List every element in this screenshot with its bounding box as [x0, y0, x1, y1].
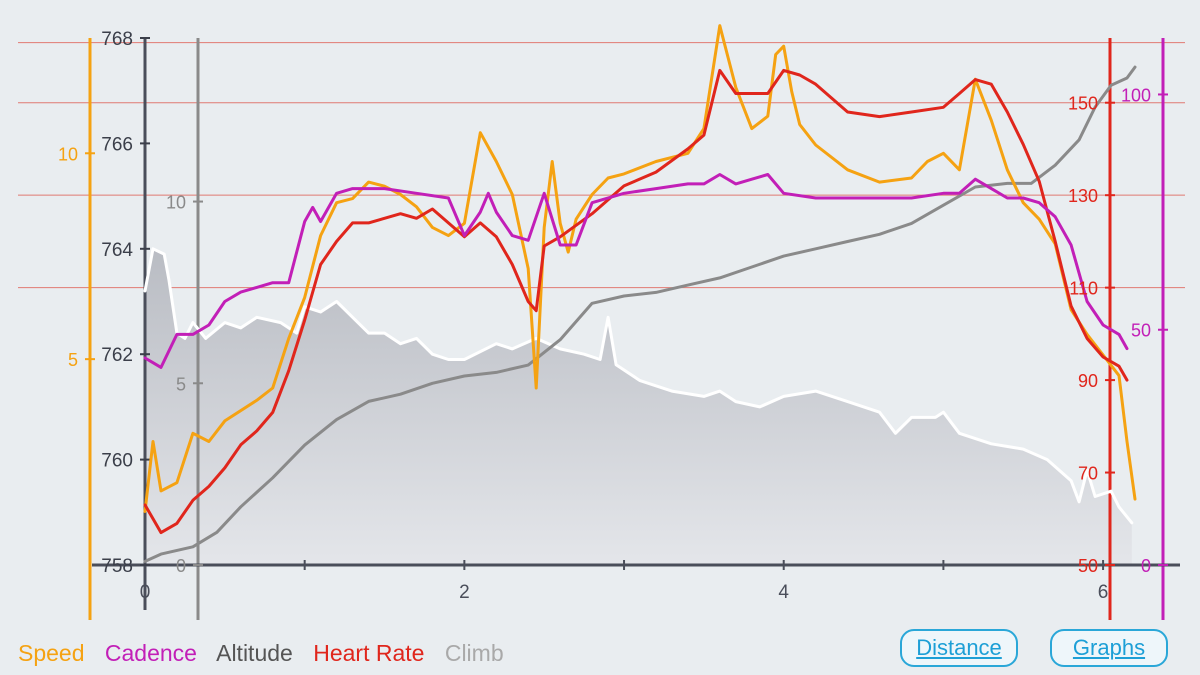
x-tick-label: 4	[778, 582, 789, 603]
cadence-tick-label: 50	[1131, 321, 1151, 341]
altitude-tick-label: 768	[101, 29, 133, 50]
speed-line	[143, 24, 1137, 513]
cadence-tick-label: 0	[1141, 556, 1151, 576]
legend: Speed Cadence Altitude Heart Rate Climb	[18, 640, 518, 667]
legend-climb: Climb	[444, 640, 504, 666]
heart_rate-tick-label: 50	[1078, 556, 1098, 576]
legend-heart-rate: Heart Rate	[313, 640, 425, 666]
legend-speed: Speed	[18, 640, 85, 666]
altitude-tick-label: 766	[101, 134, 133, 155]
altitude-tick-label: 764	[101, 240, 133, 261]
heart_rate-tick-label: 130	[1068, 186, 1098, 206]
heart_rate-tick-label: 110	[1069, 279, 1098, 299]
heart_rate-tick-label: 70	[1078, 464, 1098, 484]
cadence-tick-label: 100	[1121, 85, 1151, 105]
x-tick-label: 6	[1098, 582, 1109, 603]
legend-altitude: Altitude	[216, 640, 293, 666]
distance-button[interactable]: Distance	[900, 629, 1018, 667]
altitude-tick-label: 758	[101, 556, 133, 577]
altitude-line	[143, 247, 1134, 525]
cadence-line	[143, 173, 1129, 369]
speed-tick-label: 5	[68, 350, 78, 370]
heart-rate-line	[143, 68, 1129, 535]
legend-cadence: Cadence	[104, 640, 197, 666]
heart_rate-tick-label: 90	[1078, 371, 1098, 391]
speed-tick-label: 10	[58, 144, 78, 164]
altitude-tick-label: 762	[101, 345, 133, 366]
x-tick-label: 0	[140, 582, 151, 603]
graphs-button[interactable]: Graphs	[1050, 629, 1168, 667]
climb-tick-label: 10	[166, 193, 186, 213]
altitude-tick-label: 760	[101, 451, 133, 472]
climb-tick-label: 5	[176, 374, 186, 394]
x-tick-label: 2	[459, 582, 470, 603]
climb-line	[143, 65, 1137, 563]
heart_rate-tick-label: 150	[1068, 94, 1098, 114]
climb-tick-label: 0	[176, 556, 186, 576]
altitude-area	[145, 248, 1132, 566]
